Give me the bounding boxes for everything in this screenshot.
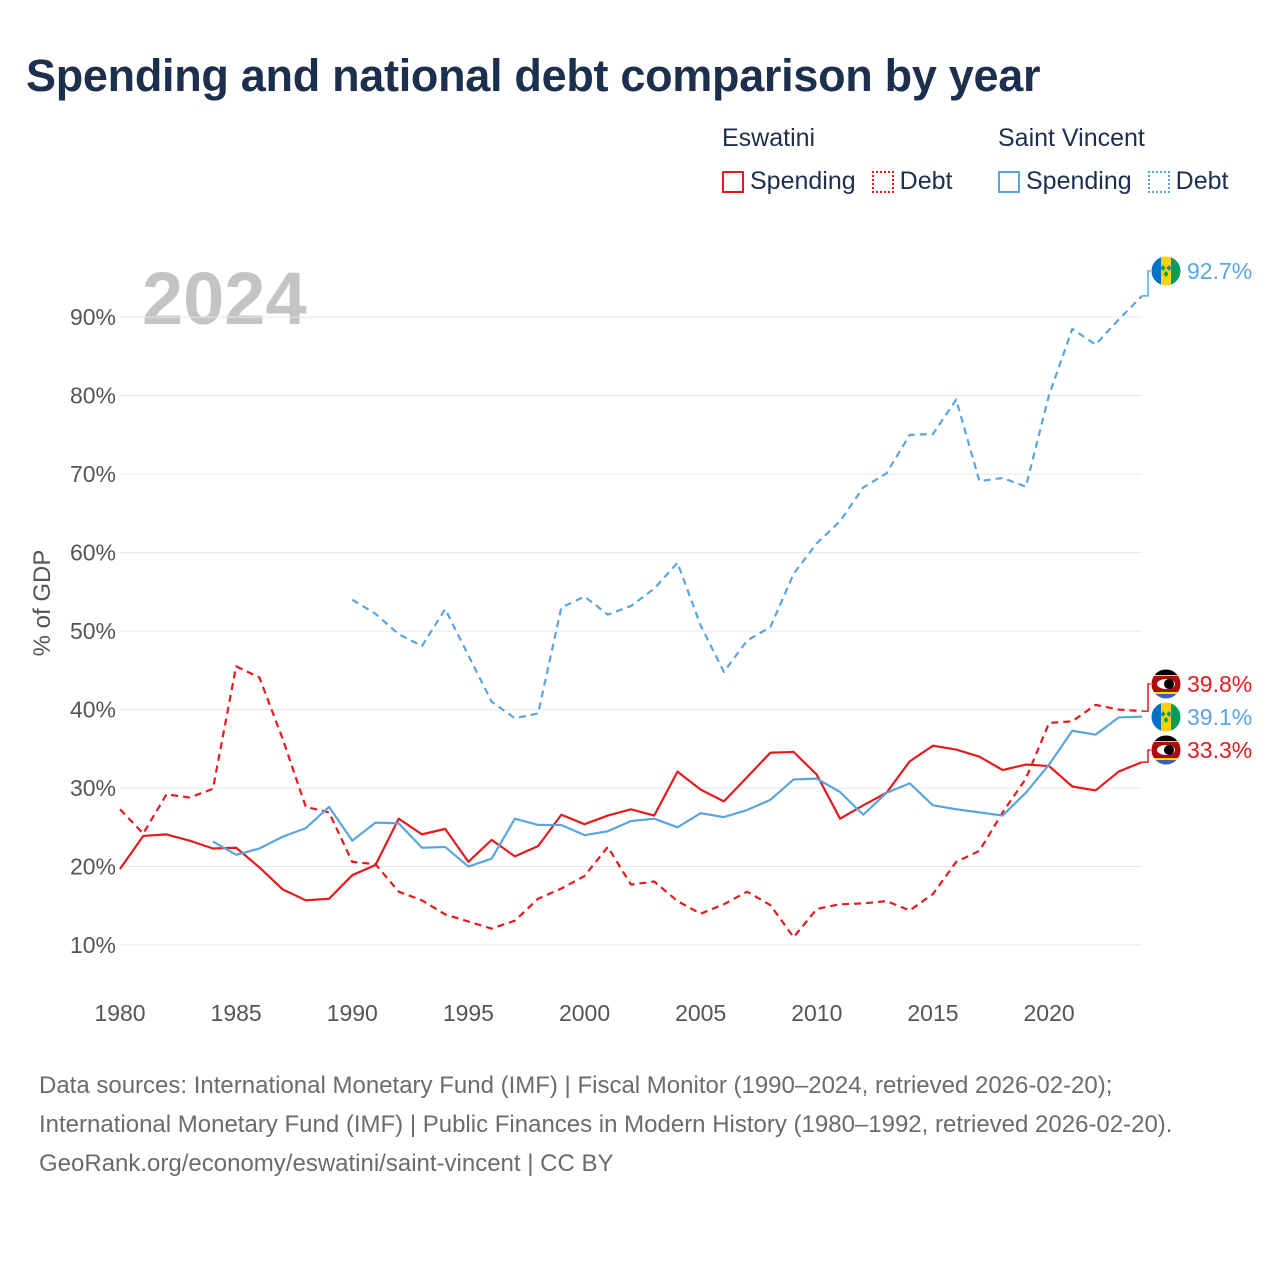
label-leader bbox=[1142, 683, 1152, 712]
legend-item-eswatini-debt[interactable]: Debt bbox=[871, 167, 953, 196]
legend-swatch-solid-blue bbox=[998, 170, 1020, 193]
label-leader bbox=[1142, 749, 1152, 763]
y-tick-label: 50% bbox=[70, 618, 116, 644]
y-tick-label: 30% bbox=[70, 775, 116, 801]
eswatini-flag-icon bbox=[1150, 668, 1182, 700]
label-leader bbox=[1142, 270, 1152, 297]
series-line-eswatini-spending[interactable] bbox=[119, 744, 1143, 902]
y-tick-label: 80% bbox=[70, 383, 116, 409]
x-tick-label: 2000 bbox=[559, 1000, 610, 1026]
y-axis-label: % of GDP bbox=[29, 550, 56, 657]
end-value-label: 33.3% bbox=[1187, 737, 1252, 763]
legend-label: Debt bbox=[899, 167, 953, 195]
x-tick-label: 1985 bbox=[211, 1000, 262, 1026]
data-sources: Data sources: International Monetary Fun… bbox=[39, 1072, 1173, 1138]
footer: Data sources: International Monetary Fun… bbox=[39, 1066, 1239, 1183]
legend-swatch-solid-red bbox=[722, 170, 744, 193]
x-tick-label: 1990 bbox=[327, 1000, 378, 1026]
y-tick-label: 10% bbox=[70, 932, 116, 958]
legend-group-eswatini: Eswatini Spending Debt bbox=[722, 124, 952, 196]
legend-group-saint-vincent: Saint Vincent Spending Debt bbox=[998, 124, 1228, 196]
end-value-label: 92.7% bbox=[1187, 258, 1252, 284]
x-tick-label: 2020 bbox=[1024, 1000, 1075, 1026]
y-tick-label: 20% bbox=[70, 854, 116, 880]
legend-label: Spending bbox=[1026, 167, 1132, 195]
legend-swatch-dotted-red bbox=[871, 170, 894, 193]
saint-vincent-flag-icon bbox=[1150, 255, 1182, 287]
x-tick-label: 2005 bbox=[675, 1000, 726, 1026]
year-watermark: 2024 bbox=[142, 257, 307, 340]
legend-label: Spending bbox=[750, 167, 856, 195]
y-tick-label: 90% bbox=[70, 304, 116, 330]
y-tick-label: 70% bbox=[70, 461, 116, 487]
chart-title: Spending and national debt comparison by… bbox=[26, 50, 1041, 101]
legend-country-eswatini: Eswatini bbox=[722, 124, 816, 152]
legend-country-saint-vincent: Saint Vincent bbox=[998, 124, 1145, 152]
end-value-label: 39.1% bbox=[1187, 704, 1252, 730]
x-tick-label: 2015 bbox=[907, 1000, 958, 1026]
legend-item-saint-vincent-debt[interactable]: Debt bbox=[1147, 167, 1229, 196]
series-line-eswatini-debt[interactable] bbox=[119, 665, 1143, 939]
legend-swatch-dotted-blue bbox=[1147, 170, 1170, 193]
x-tick-label: 1980 bbox=[94, 1000, 145, 1026]
attribution: GeoRank.org/economy/eswatini/saint-vince… bbox=[39, 1150, 614, 1177]
series-line-saint-vincent-debt[interactable] bbox=[351, 295, 1143, 720]
x-tick-label: 2010 bbox=[791, 1000, 842, 1026]
end-value-label: 39.8% bbox=[1187, 671, 1252, 697]
legend-item-saint-vincent-spending[interactable]: Spending bbox=[998, 167, 1132, 196]
series-line-saint-vincent-spending[interactable] bbox=[212, 715, 1143, 868]
y-tick-label: 60% bbox=[70, 540, 116, 566]
legend-item-eswatini-spending[interactable]: Spending bbox=[722, 167, 856, 196]
eswatini-flag-icon bbox=[1150, 734, 1182, 766]
y-tick-label: 40% bbox=[70, 697, 116, 723]
saint-vincent-flag-icon bbox=[1150, 701, 1182, 733]
x-tick-label: 1995 bbox=[443, 1000, 494, 1026]
legend-label: Debt bbox=[1175, 167, 1229, 195]
line-chart: 2024 % of GDP 10% 20% 30% 40% 50% 60% 70% 80% 90… bbox=[29, 255, 1252, 1026]
